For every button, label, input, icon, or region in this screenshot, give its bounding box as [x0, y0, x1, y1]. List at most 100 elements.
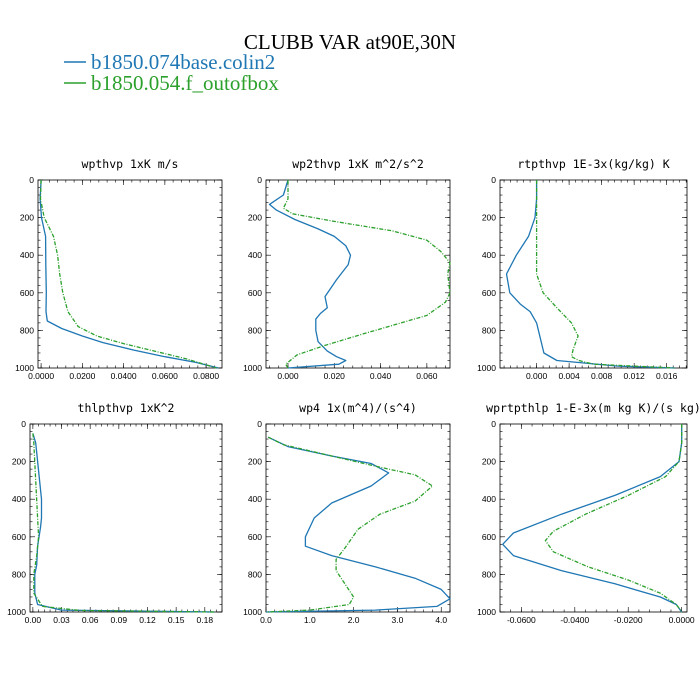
y-tick-label: 800: [12, 569, 26, 579]
x-tick-label: 0.06: [82, 615, 99, 625]
y-tick-label: 800: [482, 325, 496, 335]
y-tick-label: 1000: [477, 607, 496, 617]
plot-frame: [37, 179, 223, 369]
y-tick-label: 0: [257, 419, 262, 429]
series-line-2: [282, 180, 451, 369]
panel-title: wp4 1x(m^4)/(s^4): [299, 401, 417, 415]
x-tick-label: 0.03: [53, 615, 70, 625]
y-tick-label: 800: [482, 569, 496, 579]
series-line-2: [39, 179, 217, 369]
y-tick-label: 400: [248, 250, 262, 260]
series-line-1: [268, 179, 352, 369]
y-tick-label: 600: [248, 288, 262, 298]
y-tick-label: 600: [482, 288, 496, 298]
x-tick-label: -0.0600: [507, 615, 536, 625]
series-line-1: [39, 179, 219, 369]
y-tick-label: 1000: [477, 363, 496, 373]
x-tick-label: 0.15: [168, 615, 185, 625]
panel-6: wprtpthlp 1-E-3x(m kg K)/(s kg) 0 200 400 60…: [477, 401, 700, 625]
x-tick-label: 0.0800: [193, 371, 219, 381]
y-tick-label: 200: [482, 457, 496, 467]
y-tick-label: 0: [21, 419, 26, 429]
panel-3: rtpthvp 1E-3x(kg/kg) K 0 200 400 600 800 1000 0…: [477, 157, 688, 381]
x-tick-label: 0.0200: [69, 371, 95, 381]
x-tick-label: 0.020: [324, 371, 346, 381]
legend-label-1: b1850.074base.colin2: [91, 50, 275, 74]
y-tick-label: 0: [29, 175, 34, 185]
y-tick-label: 200: [248, 457, 262, 467]
legend: b1850.074base.colin2 b1850.054.f_outofbo…: [64, 50, 279, 95]
x-tick-label: 0.000: [526, 371, 548, 381]
y-tick-label: 400: [20, 250, 34, 260]
y-tick-label: 1000: [7, 607, 26, 617]
x-tick-label: 2.0: [348, 615, 360, 625]
series-line-1: [32, 433, 215, 613]
y-tick-label: 1000: [243, 607, 262, 617]
y-tick-label: 800: [20, 325, 34, 335]
y-tick-label: 1000: [15, 363, 34, 373]
y-tick-label: 0: [491, 419, 496, 429]
x-tick-label: 0.008: [591, 371, 613, 381]
y-tick-label: 600: [482, 532, 496, 542]
x-tick-label: 0.12: [139, 615, 156, 625]
y-tick-label: 400: [12, 494, 26, 504]
y-tick-label: 800: [248, 325, 262, 335]
y-tick-label: 0: [257, 175, 262, 185]
plot-frame: [499, 423, 688, 613]
x-tick-label: 0.0: [260, 615, 272, 625]
x-tick-label: 0.0000: [28, 371, 54, 381]
series-line-2: [535, 180, 675, 369]
y-tick-label: 200: [12, 457, 26, 467]
x-tick-label: 0.016: [656, 371, 678, 381]
series-line-1: [265, 436, 451, 613]
series-line-1: [505, 180, 675, 369]
y-tick-label: 600: [20, 288, 34, 298]
y-tick-label: 600: [248, 532, 262, 542]
x-tick-label: 3.0: [392, 615, 404, 625]
x-tick-label: 0.09: [111, 615, 128, 625]
x-tick-label: 0.004: [558, 371, 580, 381]
series-line-2: [544, 424, 683, 613]
panel-title: wprtpthlp 1-E-3x(m kg K)/(s kg): [486, 401, 700, 415]
legend-label-2: b1850.054.f_outofbox: [91, 71, 279, 95]
y-tick-label: 200: [248, 213, 262, 223]
y-tick-label: 400: [482, 250, 496, 260]
panel-title: wp2thvp 1xK m^2/s^2: [292, 157, 424, 171]
x-tick-label: 0.18: [197, 615, 214, 625]
plot-frame: [265, 423, 451, 613]
panel-2: wp2thvp 1xK m^2/s^2 0 200 400 600 800 1000 0.00…: [243, 157, 451, 381]
x-tick-label: 0.040: [370, 371, 392, 381]
x-tick-label: 0.012: [624, 371, 646, 381]
panel-title: wpthvp 1xK m/s: [82, 157, 179, 171]
panel-title: rtpthvp 1E-3x(kg/kg) K: [517, 157, 669, 171]
y-tick-label: 400: [482, 494, 496, 504]
y-tick-label: 200: [482, 213, 496, 223]
y-tick-label: 600: [12, 532, 26, 542]
series-line-2: [32, 433, 215, 613]
plot-frame: [265, 179, 451, 369]
x-tick-label: 0.060: [416, 371, 438, 381]
x-tick-label: 0.000: [277, 371, 299, 381]
x-tick-label: 0.0000: [669, 615, 695, 625]
x-tick-label: 0.00: [25, 615, 42, 625]
panel-title: thlpthvp 1xK^2: [78, 401, 175, 415]
series-line-1: [502, 424, 683, 613]
x-tick-label: 0.0400: [111, 371, 137, 381]
x-tick-label: -0.0200: [614, 615, 643, 625]
x-tick-label: -0.0400: [560, 615, 589, 625]
x-tick-label: 0.0600: [152, 371, 178, 381]
y-tick-label: 0: [491, 175, 496, 185]
y-tick-label: 400: [248, 494, 262, 504]
x-tick-label: 4.0: [435, 615, 447, 625]
y-tick-label: 200: [20, 213, 34, 223]
plot-frame: [29, 423, 223, 613]
plot-frame: [499, 179, 688, 369]
y-tick-label: 1000: [243, 363, 262, 373]
figure-title: CLUBB VAR at90E,30N: [244, 30, 456, 54]
x-tick-label: 1.0: [304, 615, 316, 625]
